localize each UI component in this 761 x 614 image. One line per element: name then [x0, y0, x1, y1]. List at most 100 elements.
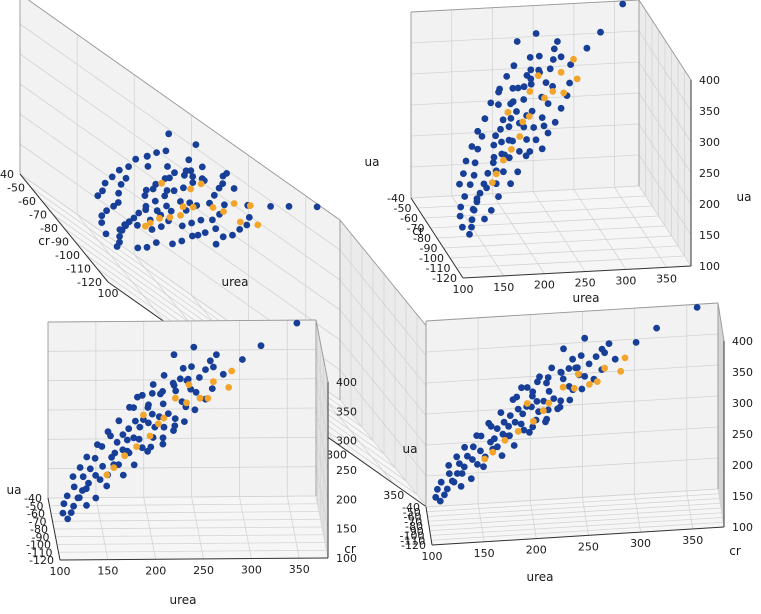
point-series-a: [135, 209, 143, 217]
point-series-a: [126, 403, 133, 411]
x-tick-label: 150: [474, 547, 495, 560]
point-series-a: [223, 170, 231, 177]
z-axis-label: ua: [403, 442, 418, 456]
point-series-a: [492, 132, 499, 140]
point-series-a: [559, 375, 567, 383]
point-series-a: [143, 243, 151, 251]
point-series-b: [534, 72, 542, 79]
x-tick-label: 250: [193, 564, 214, 577]
z-tick-label: 300: [336, 435, 357, 448]
point-series-a: [117, 181, 125, 188]
point-series-a: [523, 384, 531, 391]
point-series-a: [460, 170, 467, 178]
z-tick-label: 100: [732, 521, 753, 534]
point-series-a: [210, 191, 218, 199]
point-series-a: [567, 61, 574, 68]
y-tick-label: -110: [400, 534, 425, 547]
point-series-b: [142, 222, 149, 230]
x-axis-label: urea: [572, 291, 599, 305]
point-series-a: [132, 417, 139, 425]
point-series-a: [480, 463, 487, 471]
point-series-a: [142, 202, 150, 210]
point-series-b: [549, 88, 557, 95]
point-series-a: [526, 148, 534, 155]
point-series-b: [504, 108, 512, 116]
point-series-a: [59, 509, 67, 517]
point-series-a: [213, 351, 220, 359]
x-tick-label: 100: [98, 287, 119, 300]
point-series-a: [188, 219, 196, 227]
x-tick-label: 150: [97, 565, 118, 578]
point-series-a: [212, 225, 220, 233]
point-series-a: [469, 443, 477, 451]
z-tick-label: 400: [732, 335, 753, 348]
point-series-a: [511, 418, 519, 426]
y-tick-label: -100: [419, 252, 444, 265]
z-tick-label: 100: [336, 552, 357, 565]
point-series-b: [481, 455, 489, 463]
x-axis-line: [462, 265, 692, 279]
point-series-b: [573, 75, 581, 83]
pane-edge: [638, 0, 692, 81]
point-series-a: [653, 324, 660, 332]
z-tick-label: 250: [732, 428, 753, 441]
point-series-a: [510, 442, 518, 449]
point-series-a: [187, 167, 195, 175]
point-series-b: [196, 394, 204, 402]
point-series-a: [134, 221, 141, 229]
y-tick-label: -60: [400, 212, 418, 225]
point-series-a: [83, 502, 90, 509]
grid-line: [47, 348, 317, 352]
point-series-a: [437, 478, 445, 486]
point-series-b: [539, 407, 547, 415]
point-series-a: [99, 187, 106, 195]
point-series-a: [152, 239, 160, 247]
x-tick-label: 100: [453, 283, 474, 296]
point-series-a: [267, 203, 274, 210]
point-series-a: [83, 453, 91, 461]
point-series-a: [130, 214, 138, 222]
point-series-a: [64, 515, 72, 523]
point-series-a: [569, 355, 576, 363]
point-series-b: [228, 367, 236, 375]
point-series-a: [505, 154, 513, 162]
point-series-a: [497, 125, 504, 133]
pane-edge: [47, 319, 317, 323]
point-series-a: [532, 136, 540, 144]
point-series-a: [75, 494, 83, 502]
point-series-a: [94, 441, 101, 448]
point-series-a: [585, 360, 593, 368]
grid-line: [427, 498, 720, 517]
point-series-b: [160, 414, 168, 422]
point-series-a: [461, 193, 469, 200]
y-tick-label: -120: [29, 554, 54, 567]
point-series-b: [560, 89, 568, 97]
point-series-a: [528, 107, 536, 115]
point-series-a: [484, 169, 492, 177]
point-series-a: [210, 363, 217, 371]
point-series-b: [158, 179, 166, 187]
point-series-a: [148, 410, 156, 418]
y-tick-label: -100: [400, 530, 425, 543]
point-series-a: [189, 232, 196, 240]
point-series-b: [574, 370, 582, 378]
point-series-a: [464, 452, 471, 460]
point-series-a: [577, 352, 585, 359]
grid-line: [638, 92, 692, 174]
point-series-b: [530, 417, 537, 425]
point-series-a: [219, 233, 227, 241]
point-series-a: [122, 174, 130, 182]
y-axis-line: [410, 197, 464, 279]
point-series-a: [161, 192, 169, 200]
grid-line: [410, 154, 640, 168]
point-series-a: [560, 345, 567, 353]
point-series-a: [509, 84, 517, 92]
point-series-a: [546, 65, 554, 73]
y-axis-label: cr: [38, 234, 50, 248]
point-series-b: [166, 214, 174, 221]
grid-line: [410, 185, 640, 199]
point-series-b: [586, 381, 593, 388]
point-series-a: [470, 171, 478, 179]
point-series-a: [460, 463, 468, 471]
